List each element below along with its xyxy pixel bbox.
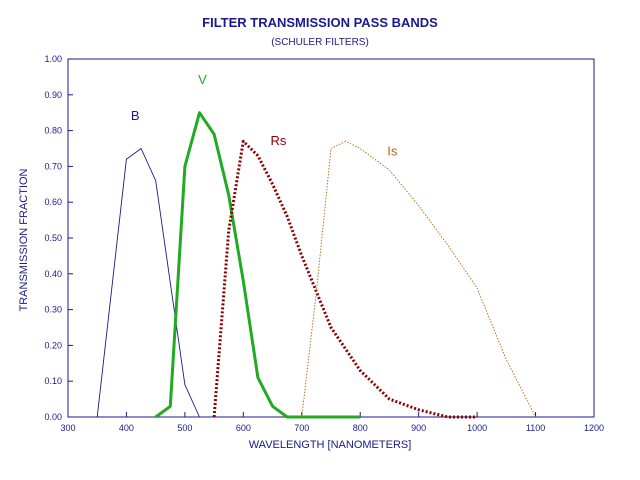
- x-tick-label: 1100: [526, 423, 545, 433]
- x-tick-label: 300: [60, 423, 75, 433]
- y-tick-label: 0.50: [44, 233, 62, 243]
- plot-frame: [67, 58, 595, 418]
- series-line-rs: [212, 139, 478, 419]
- y-tick-label: 0.70: [44, 161, 62, 171]
- y-tick-label: 0.90: [44, 90, 62, 100]
- x-tick-label: 800: [353, 423, 368, 433]
- x-tick-label: 900: [411, 423, 426, 433]
- x-tick-label: 500: [177, 423, 192, 433]
- x-tick-label: 600: [236, 423, 251, 433]
- series-label-b: B: [131, 108, 140, 123]
- plot-axes: [67, 58, 595, 418]
- y-tick-label: 0.40: [44, 269, 62, 279]
- x-tick-label: 1200: [584, 423, 604, 433]
- series-line-v: [154, 111, 361, 419]
- y-tick-label: 0.20: [44, 340, 62, 350]
- y-tick-label: 0.60: [44, 197, 62, 207]
- y-tick-label: 0.80: [44, 126, 62, 136]
- series-label-rs: Rs: [270, 133, 286, 148]
- series-labels: B V Rs Is: [131, 72, 398, 159]
- y-tick-label: 0.00: [44, 412, 62, 422]
- x-tick-label: 700: [294, 423, 309, 433]
- series-label-is: Is: [387, 144, 398, 159]
- y-tick-label: 0.10: [44, 376, 62, 386]
- x-tick-label: 1000: [467, 423, 487, 433]
- chart-title: FILTER TRANSMISSION PASS BANDS: [202, 15, 438, 30]
- y-axis-label: TRANSMISSION FRACTION: [18, 168, 30, 311]
- tick-labels: 300 400 500 600 700 800 900 1000 1100 1200 0.00 0.1…: [44, 54, 604, 433]
- y-tick-label: 1.00: [44, 54, 62, 64]
- series-line-b: [96, 148, 200, 418]
- y-tick-label: 0.30: [44, 305, 62, 315]
- x-axis-label: WAVELENGTH [NANOMETERS]: [249, 439, 412, 451]
- series-label-v: V: [198, 72, 207, 87]
- series-line-is: [301, 140, 537, 418]
- chart-subtitle: (SCHULER FILTERS): [271, 37, 369, 48]
- x-tick-label: 400: [119, 423, 134, 433]
- series-lines: [96, 111, 537, 419]
